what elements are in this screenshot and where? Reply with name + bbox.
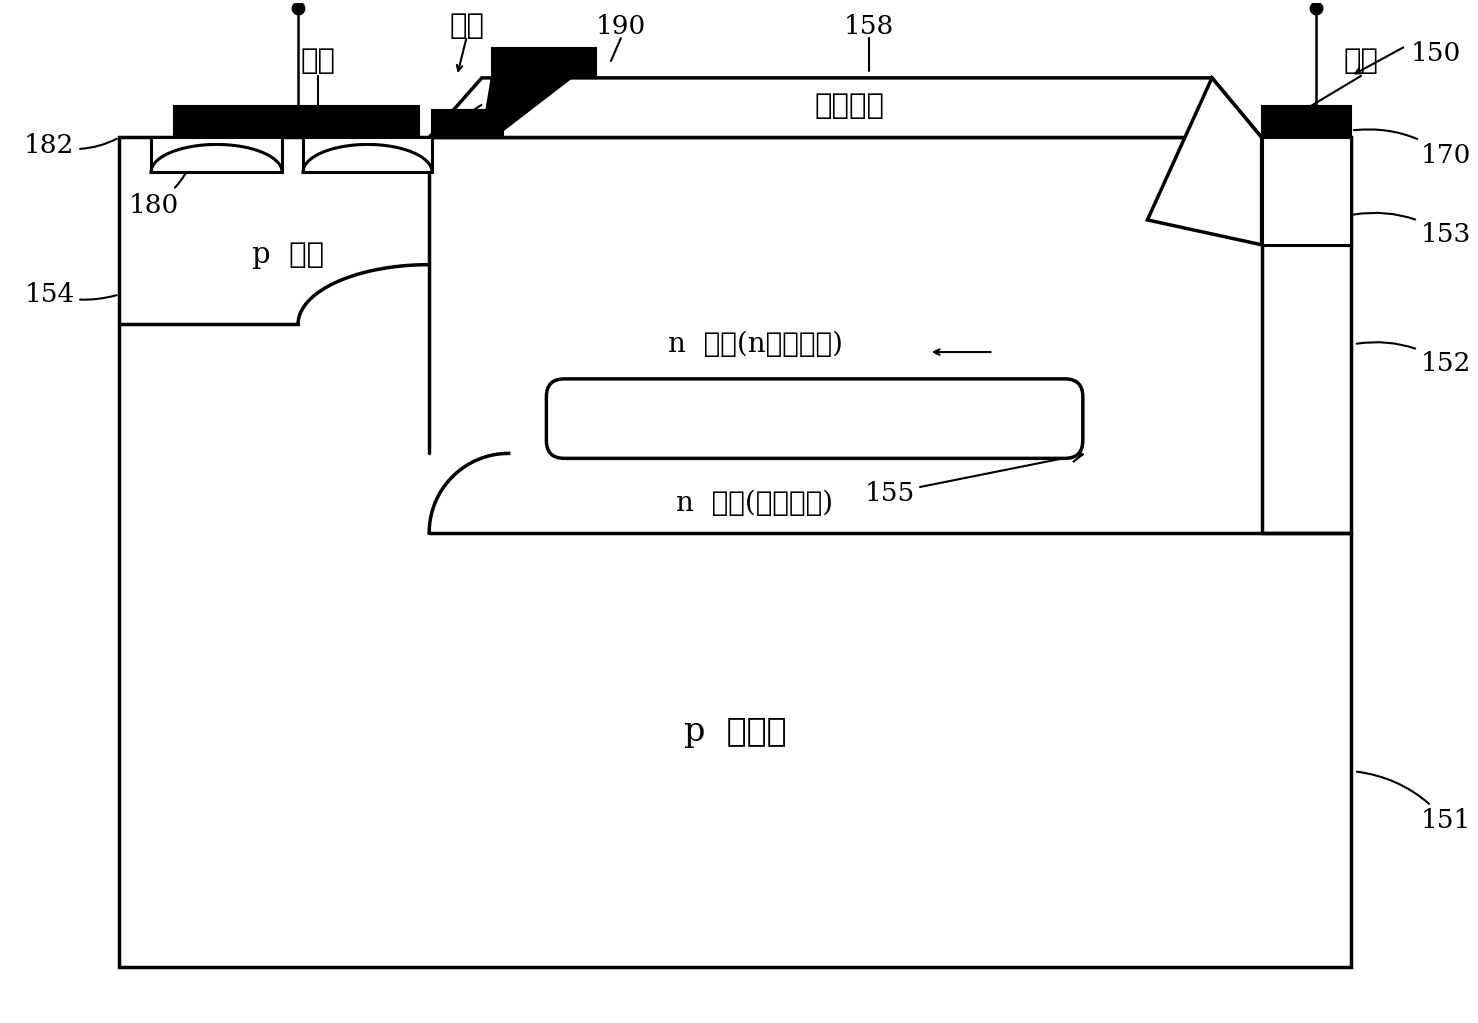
Text: n  型井(n型漂移区): n 型井(n型漂移区)	[668, 330, 842, 358]
Text: 152: 152	[1357, 342, 1471, 376]
Text: p  埋藏層(p型井): p 埋藏層(p型井)	[736, 405, 894, 433]
FancyBboxPatch shape	[547, 379, 1083, 458]
Bar	[174, 105, 420, 137]
Polygon shape	[1147, 78, 1262, 244]
Bar	[1262, 105, 1351, 137]
Text: n$^+$: n$^+$	[1290, 179, 1323, 204]
Polygon shape	[482, 78, 571, 137]
Bar	[120, 137, 1351, 967]
Text: 183: 183	[461, 79, 537, 120]
Text: p  型井: p 型井	[253, 240, 324, 269]
Text: 154: 154	[24, 282, 117, 307]
Text: 源極: 源極	[300, 47, 336, 75]
Text: 180: 180	[129, 133, 198, 218]
Bar	[151, 137, 282, 172]
Text: 155: 155	[865, 451, 1083, 505]
Text: 151: 151	[1357, 771, 1471, 834]
Text: p  型基材: p 型基材	[684, 715, 786, 748]
Text: 153: 153	[1354, 213, 1471, 248]
Text: 漏極: 漏極	[1344, 47, 1379, 75]
Bar	[452, 109, 503, 137]
Bar	[303, 137, 432, 172]
Text: p$^+$: p$^+$	[200, 137, 234, 168]
Text: 190: 190	[596, 13, 646, 39]
Text: 182: 182	[24, 133, 117, 158]
Text: n  型井(型漂移区): n 型井(型漂移区)	[677, 490, 834, 517]
Text: n$^+$: n$^+$	[352, 140, 384, 165]
Polygon shape	[429, 78, 1262, 137]
Text: 170: 170	[1354, 129, 1471, 168]
Text: 150: 150	[1410, 41, 1460, 66]
Text: 場氧化層: 場氧化層	[814, 92, 884, 120]
Text: 158: 158	[844, 13, 894, 39]
Text: 栅極: 栅極	[449, 12, 485, 40]
Bar	[492, 48, 596, 78]
Bar	[432, 109, 482, 137]
Bar	[1262, 137, 1351, 244]
